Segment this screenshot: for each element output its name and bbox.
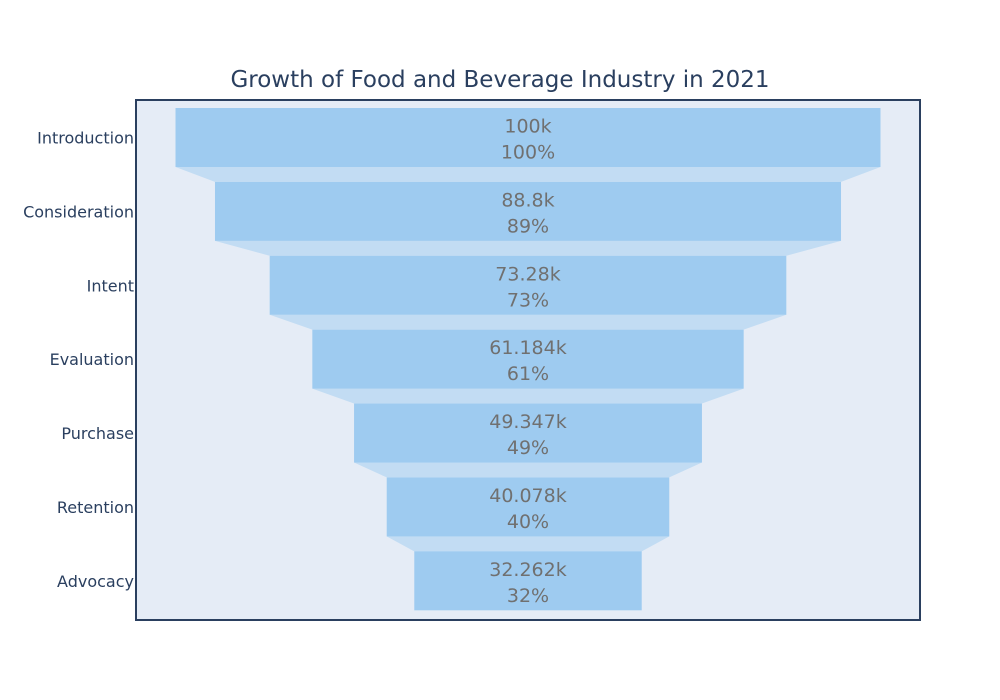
percent-label: 89% (507, 215, 549, 237)
category-label: Evaluation (50, 350, 134, 369)
category-label: Introduction (37, 129, 134, 148)
category-label: Purchase (61, 424, 134, 443)
funnel-connector (269, 314, 787, 330)
category-label: Retention (57, 498, 134, 517)
value-label: 88.8k (501, 189, 554, 211)
category-labels: Introduction Consideration Intent Evaluatio… (23, 129, 134, 591)
percent-label: 32% (507, 585, 549, 607)
category-label: Intent (87, 276, 134, 295)
value-label: 100k (504, 116, 551, 138)
funnel-bar-intent (269, 255, 787, 315)
percent-label: 73% (507, 289, 549, 311)
funnel-connector (175, 167, 881, 182)
value-label: 49.347k (489, 411, 566, 433)
funnel-bar-consideration (214, 181, 842, 241)
value-label: 32.262k (489, 559, 566, 581)
funnel-connector (214, 240, 842, 256)
value-labels: 100k 100% 88.8k 89% 73.28k 73% 61.184k 61% 49.34… (489, 116, 566, 607)
funnel-connector (312, 388, 744, 404)
value-label: 61.184k (489, 337, 566, 359)
funnel-bar-purchase (354, 403, 702, 463)
chart-title: Growth of Food and Beverage Industry in … (230, 67, 769, 93)
funnel-bar-advocacy (414, 551, 642, 611)
funnel-connector (354, 462, 702, 478)
percent-label: 61% (507, 363, 549, 385)
value-label: 40.078k (489, 485, 566, 507)
funnel-connectors (175, 167, 881, 552)
value-label: 73.28k (495, 263, 560, 285)
funnel-bar-retention (386, 477, 670, 537)
funnel-bar-introduction (175, 108, 881, 167)
funnel-bar-evaluation (312, 329, 744, 389)
percent-label: 49% (507, 437, 549, 459)
plot-border (135, 99, 921, 621)
funnel-bars (175, 108, 881, 611)
category-label: Consideration (23, 202, 134, 221)
percent-label: 40% (507, 511, 549, 533)
funnel-connector (386, 536, 670, 552)
category-label: Advocacy (57, 572, 134, 591)
percent-label: 100% (501, 142, 555, 164)
